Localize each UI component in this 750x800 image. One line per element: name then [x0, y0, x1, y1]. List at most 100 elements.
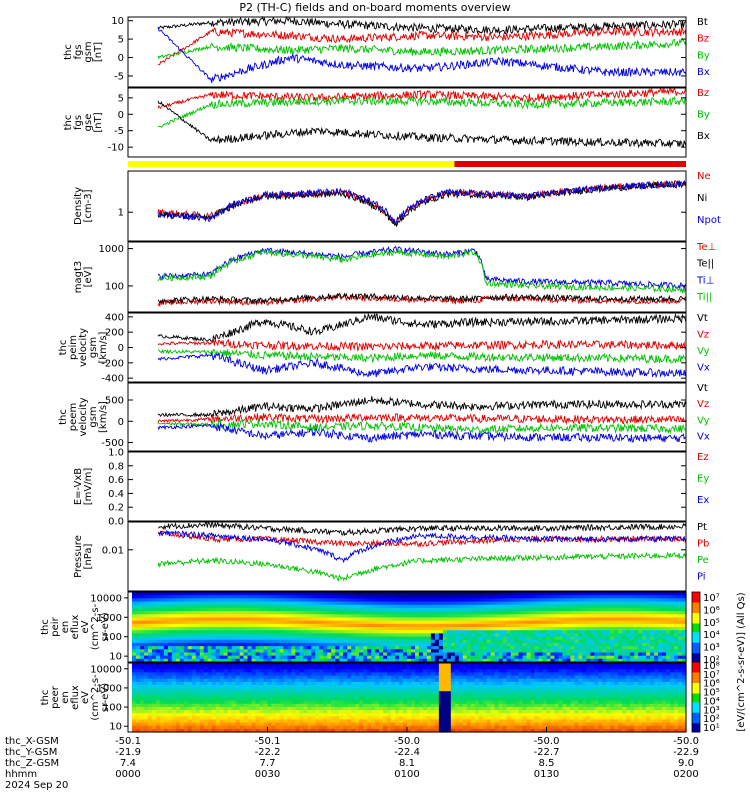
peer_en_eflux-cell	[291, 728, 296, 733]
peer_en_eflux-cell	[207, 675, 213, 680]
peir_en_eflux-cell	[139, 655, 145, 660]
peir_en_eflux-cell	[383, 623, 388, 628]
peir_en_eflux-cell	[259, 614, 265, 619]
peir_en_eflux-cell	[283, 620, 289, 625]
peir_en_eflux-cell	[590, 642, 595, 647]
peir_en_eflux-cell	[670, 642, 675, 647]
peir_en_eflux-cell	[387, 611, 392, 615]
peir_en_eflux-cell	[259, 636, 265, 641]
peer_en_eflux-cell	[407, 688, 412, 692]
peir_en_eflux-cell	[582, 598, 587, 603]
peir_en_eflux-cell	[606, 604, 611, 609]
peir_en_eflux-cell	[506, 604, 512, 609]
peer_en_eflux-cell	[363, 694, 368, 699]
peir_en_eflux-cell	[550, 658, 556, 663]
peer_en_eflux-cell	[199, 691, 205, 695]
peir_en_eflux-cell	[159, 658, 165, 663]
peer_en_eflux-cell	[171, 706, 177, 711]
peer_en_eflux-cell	[283, 684, 289, 689]
peir_en_eflux-cell	[199, 614, 205, 619]
peir_en_eflux-cell	[343, 627, 348, 631]
peir_en_eflux-cell	[478, 611, 484, 615]
peir_en_eflux-cell	[574, 604, 579, 609]
peer_en_eflux-cell	[247, 669, 253, 674]
peir_en_eflux-cell	[638, 611, 643, 615]
peer_en_eflux-cell	[399, 666, 404, 670]
peer_en_eflux-cell	[387, 663, 392, 667]
peir_en_eflux-cell	[355, 658, 360, 663]
peir_en_eflux-cell	[311, 642, 316, 647]
peir_en_eflux-cell	[514, 601, 520, 606]
peer_en_eflux-cell	[171, 691, 177, 695]
peir_en_eflux-cell	[638, 604, 643, 609]
peer_en_eflux-cell	[343, 669, 348, 674]
peer_en_eflux-cell	[291, 666, 296, 670]
peer_en_eflux-cell	[426, 722, 432, 727]
peir_en_eflux-cell	[271, 627, 277, 631]
peer_en_eflux-cell	[271, 663, 277, 667]
peer_en_eflux-cell	[179, 713, 185, 717]
peir_en_eflux-cell	[395, 601, 400, 606]
peer_en_eflux-cell	[399, 728, 404, 733]
peir_en_eflux-cell	[371, 604, 376, 609]
peir_en_eflux-cell	[442, 604, 448, 609]
mode-bar-segment-0	[128, 161, 455, 167]
peir_en_eflux-cell	[307, 658, 312, 663]
peir_en_eflux-cell	[510, 601, 516, 606]
peer_en_eflux-cell	[363, 700, 368, 705]
peer_en_eflux-cell	[199, 669, 205, 674]
peir_en_eflux-cell	[139, 630, 145, 634]
peer_en_eflux-cell	[295, 706, 300, 711]
peir_en_eflux-cell	[371, 639, 376, 644]
peir_en_eflux-cell	[626, 607, 631, 612]
peir_en_eflux-cell	[291, 604, 296, 609]
peir_en_eflux-cell	[163, 655, 169, 660]
peer_en_eflux-cell	[371, 713, 376, 717]
peir_en_eflux-cell	[414, 630, 420, 634]
peir_en_eflux-cell	[682, 636, 687, 641]
peer_en_eflux-cell	[327, 688, 332, 692]
peir_en_eflux-cell	[614, 623, 619, 628]
peir_en_eflux-cell	[578, 607, 583, 612]
peir_en_eflux-cell	[414, 639, 420, 644]
peir_en_eflux-cell	[187, 655, 193, 660]
peir_en_eflux-cell	[610, 620, 615, 625]
peer_en_eflux-cell	[159, 725, 165, 730]
peir_en_eflux-cell	[550, 627, 556, 631]
peer_en_eflux-cell	[251, 663, 257, 667]
peir_en_eflux-cell	[283, 646, 289, 650]
peir_en_eflux-cell	[586, 607, 591, 612]
peir_en_eflux-cell	[303, 592, 308, 596]
peir_en_eflux-cell	[247, 604, 253, 609]
peir_en_eflux-cell	[247, 658, 253, 663]
peer_en_eflux-cell	[371, 678, 376, 683]
peir_en_eflux-cell	[211, 617, 217, 622]
peir_en_eflux-cell	[594, 595, 599, 599]
peer_en_eflux-cell	[327, 663, 332, 667]
peir_en_eflux-cell	[442, 636, 448, 641]
peir_en_eflux-cell	[650, 633, 655, 638]
peir_en_eflux-cell	[562, 642, 568, 647]
peer_en_eflux-cell	[399, 684, 404, 689]
peir_en_eflux-cell	[662, 636, 667, 641]
peir_en_eflux-cell	[171, 649, 177, 654]
peir_en_eflux-cell	[674, 595, 679, 599]
peer_en_eflux-cell	[143, 710, 149, 714]
peir_en_eflux-cell	[359, 646, 364, 650]
peer_en_eflux-cell	[175, 716, 181, 721]
peir_en_eflux-cell	[355, 598, 360, 603]
peer_en_eflux-cell	[303, 691, 308, 695]
peir_en_eflux-cell	[658, 636, 663, 641]
peer_en_eflux-cell	[410, 688, 416, 692]
peer_en_eflux-cell	[275, 691, 281, 695]
peir_en_eflux-cell	[283, 652, 289, 657]
peer_en_eflux-cell	[195, 691, 201, 695]
peir_en_eflux-cell	[131, 598, 137, 603]
peer_en_eflux-cell	[418, 700, 424, 705]
peer_en_eflux-cell	[151, 719, 157, 724]
peir_en_eflux-cell	[410, 658, 416, 663]
peer_en_eflux-cell	[247, 716, 253, 721]
peir_en_eflux-cell	[171, 598, 177, 603]
peir_en_eflux-cell	[654, 627, 659, 631]
peir_en_eflux-cell	[586, 652, 591, 657]
